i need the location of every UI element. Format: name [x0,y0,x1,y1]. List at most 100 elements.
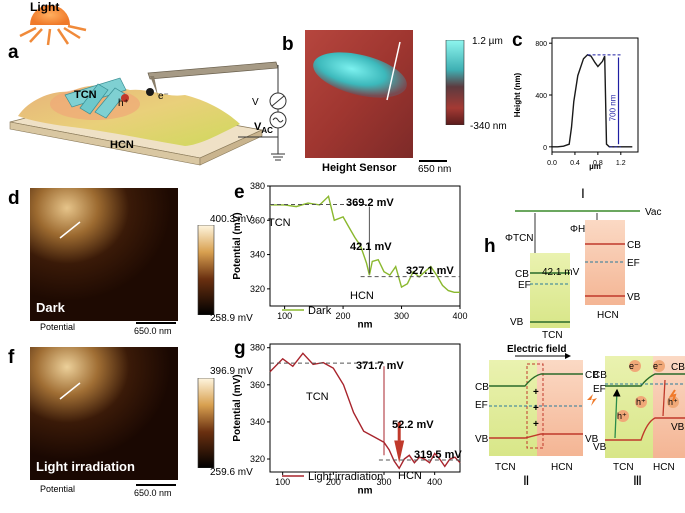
d-caption: Potential [40,322,76,332]
electron-dot [146,88,154,96]
light-bolt-icon-2 [668,389,677,402]
plot-frame [269,185,461,307]
h1-diff-label: 42.1 mV [542,267,580,278]
b-scalebar-label: 650 nm [418,164,452,175]
h1-cb-right: CB [627,240,641,251]
h1-tcn-label: TCN [542,330,563,341]
h2-tcn-box [489,360,537,456]
e-tcn-label: TCN [268,217,291,229]
h3-hcn-label: HCN [653,462,675,473]
h3-hcn-box [653,356,685,458]
vac-label: VAC [254,121,273,135]
h1-vb-left: VB [510,317,524,328]
g-diff-label: 52.2 mV [392,419,434,431]
h2-hcn-label: HCN [551,462,573,473]
x-tick-label: 400 [427,477,442,487]
y-tick-label: 380 [250,343,265,353]
electron-label: e⁻ [158,91,169,102]
panel-c-chart: 0.0 0.4 0.8 1.2 0 400 800 µm Height (nm) 700 nm [513,37,639,171]
g-v1-label: 371.7 mV [356,360,404,372]
e-v2-label: 327.1 mV [406,265,454,277]
h3-e-1: e⁻ [629,361,639,371]
g-legend-label: Light irradiation [308,471,383,483]
x-tick-label: 0.4 [570,160,580,167]
d-scale-top: 400.3 mV [210,214,253,225]
y-tick-label: 320 [250,454,265,464]
f-scale-bottom: 259.6 mV [210,467,253,478]
lamp-icon [19,5,87,46]
plus-3: + [533,419,539,430]
hole-dot [121,94,129,102]
h1-ef-right: EF [627,258,640,269]
light-bolt-icon [587,394,597,406]
h3-tcn-label: TCN [613,462,634,473]
h-roman-2: Ⅱ [523,473,529,488]
f-profile-line [59,382,81,400]
f-scalebar [136,484,176,486]
plus-1: + [533,387,539,398]
g-down-arrow-icon [394,440,405,463]
panel-label-b: b [282,34,294,55]
tcn-rods [64,77,127,119]
x-axis-label: nm [358,486,373,497]
e-v1-label: 369.2 mV [346,197,394,209]
x-tick-label: 300 [376,477,391,487]
plus-2: + [533,403,539,414]
y-axis-label: Height (nm) [513,72,522,117]
h1-ef-left: EF [518,280,531,291]
vac-label: Vac [645,207,662,218]
h1-hcn-label: HCN [597,310,619,321]
plot-frame [269,343,461,473]
h-roman-3: Ⅲ [633,473,642,488]
voltmeter-label: V [252,97,259,108]
x-tick-label: 200 [336,311,351,321]
f-scale-top: 396.9 mV [210,366,253,377]
y-tick-label: 320 [250,284,265,294]
x-tick-label: 0.8 [593,160,603,167]
e-legend-label: Dark [308,305,332,317]
panel-label-c: c [512,30,523,51]
e-hcn-label: HCN [350,290,374,302]
hole-label: h⁺ [118,98,129,109]
h3-h-2: h⁺ [668,397,678,407]
y-axis-label: Potential (mV) [232,212,243,279]
afm-cantilever [147,61,279,80]
b-scale-bottom: -340 nm [470,121,507,132]
h2-vb-left: VB [475,434,489,445]
b-scalebar [419,160,447,162]
efield-label: Electric field [507,344,566,355]
panel-f-potential-image: Light irradiation [30,347,178,480]
h3-vb-right: VB [671,422,685,433]
h3-cb-right: CB [671,362,685,373]
panel-b-height-image [305,30,413,158]
d-corner-label: Dark [36,300,66,315]
y-tick-label: 380 [250,181,265,191]
x-tick-label: 400 [452,311,467,321]
hcn-label: HCN [110,139,134,151]
panel-h-band-diagram: Ⅰ Vac ΦTCN ΦHCN CB EF VB CB EF VB TCN HC… [475,186,685,488]
d-scalebar [136,322,176,324]
h1-vb-right: VB [627,292,641,303]
tcn-label: TCN [74,89,97,101]
h1-cb-left: CB [515,269,529,280]
b-scale-top: 1.2 µm [472,36,503,47]
panel-g-chart: 100 200 300 400 320 340 360 380 nm Potential (mV)… [232,343,462,497]
y-tick-label: 400 [535,93,547,100]
x-tick-label: 1.2 [616,160,626,167]
h3-tcn-box [605,356,653,458]
x-tick-label: 300 [394,311,409,321]
panel-a-schematic: Light TCN h⁺ e⁻ HCN V VAC [9,0,287,166]
x-tick-label: 200 [326,477,341,487]
series-line [552,53,633,148]
panel-label-g: g [234,338,246,359]
panel-label-d: d [8,188,20,209]
y-tick-label: 340 [250,417,265,427]
d-scale-bottom: 258.9 mV [210,313,253,324]
x-tick-label: 100 [275,477,290,487]
x-tick-label: 0.0 [547,160,557,167]
d-scalebar-label: 650.0 nm [134,326,172,336]
series-line [270,194,460,293]
series-line [269,352,461,470]
panel-d-colorbar [197,225,215,315]
h3-vb-left: VB [593,442,607,453]
